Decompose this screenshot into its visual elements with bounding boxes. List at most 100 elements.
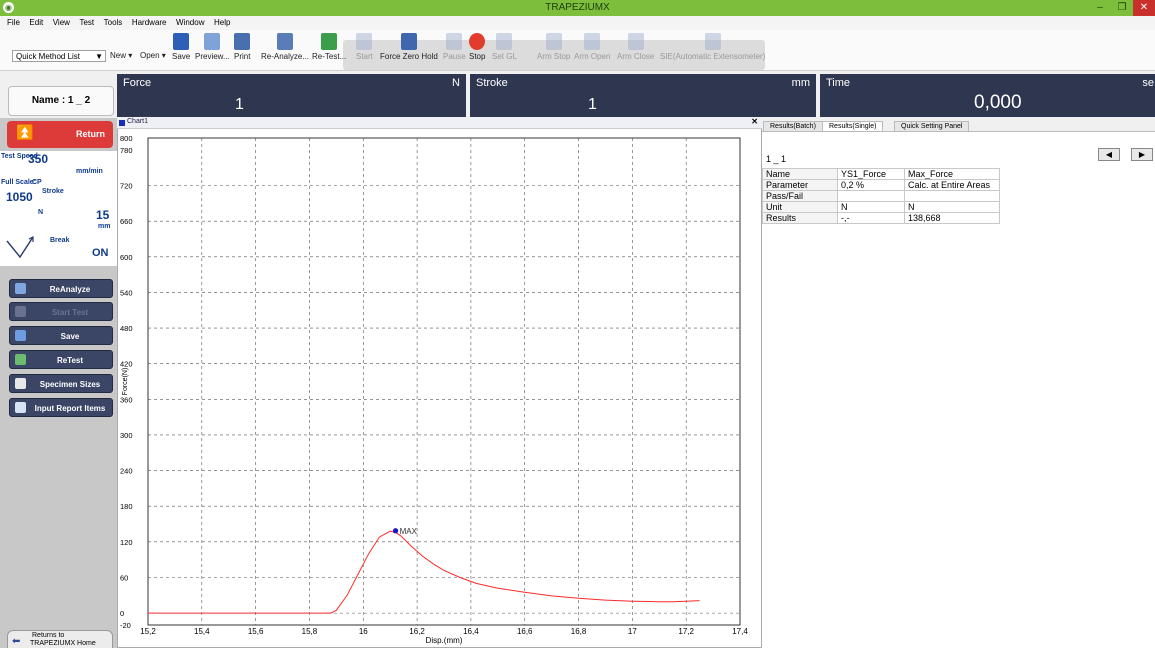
set-gl-button[interactable]: Set GL <box>492 33 517 61</box>
specimen-sizes-button[interactable]: Specimen Sizes <box>9 374 113 393</box>
table-cell[interactable]: -,- <box>837 212 905 224</box>
break-icon <box>6 236 34 259</box>
next-specimen-button[interactable]: ▶ <box>1131 148 1153 161</box>
extensometer-icon <box>704 33 721 50</box>
home-arrow-icon: ⬅ <box>12 636 21 647</box>
y-tick-label: 780 <box>120 146 133 155</box>
y-tick-label: 120 <box>120 538 133 547</box>
menu-help[interactable]: Help <box>214 18 231 27</box>
table-row: Pass/Fail <box>762 190 1000 202</box>
specimen-sizes-icon <box>15 378 26 389</box>
start-test-button[interactable]: Start Test <box>9 302 113 321</box>
table-row: Parameter 0,2 % Calc. at Entire Areas <box>762 179 1000 191</box>
menu-view[interactable]: View <box>52 18 70 27</box>
table-cell[interactable]: 138,668 <box>904 212 1000 224</box>
max-point-label: MAX <box>400 527 418 536</box>
input-report-items-button[interactable]: Input Report Items <box>9 398 113 417</box>
save-icon <box>173 33 190 50</box>
y-tick-label: 420 <box>120 360 133 369</box>
tab-results-single[interactable]: Results(Single) <box>822 121 884 132</box>
chart-window-icon <box>119 120 125 126</box>
arm-close-icon <box>627 33 644 50</box>
specimen-name: Name : 1 _ 2 <box>8 86 114 116</box>
time-meter-unit: se <box>1142 77 1154 89</box>
preview-button[interactable]: Preview... <box>195 33 230 61</box>
pause-icon <box>446 33 463 50</box>
arm-open-button[interactable]: Arm Open <box>574 33 610 61</box>
table-cell[interactable]: YS1_Force <box>837 168 905 180</box>
previous-specimen-button[interactable]: ◀ <box>1098 148 1120 161</box>
x-tick-label: 16,6 <box>517 627 533 636</box>
table-cell[interactable] <box>904 190 1000 202</box>
menu-test[interactable]: Test <box>79 18 95 27</box>
minimize-button[interactable]: – <box>1097 2 1103 13</box>
save-side-button[interactable]: Save <box>9 326 113 345</box>
x-tick-label: 16 <box>359 627 368 636</box>
table-cell[interactable]: Calc. at Entire Areas <box>904 179 1000 191</box>
close-icon[interactable]: ✕ <box>751 117 758 126</box>
arm-stop-button[interactable]: Arm Stop <box>537 33 570 61</box>
stop-icon <box>469 33 486 50</box>
reanalyze-side-button[interactable]: ReAnalyze <box>9 279 113 298</box>
x-tick-label: 16,2 <box>409 627 425 636</box>
home-button[interactable]: ⬅ Returns to TRAPEZIUMX Home <box>7 630 113 648</box>
tab-quick-setting-panel[interactable]: Quick Setting Panel <box>894 121 970 132</box>
save-button[interactable]: Save <box>172 33 190 61</box>
y-tick-label: -20 <box>120 621 131 630</box>
chart-window-title: Chart1 <box>127 118 149 125</box>
maximize-button[interactable]: ❐ <box>1117 2 1127 13</box>
menu-hardware[interactable]: Hardware <box>131 18 167 27</box>
arrow-right-icon: ▶ <box>1138 150 1146 159</box>
arm-close-button[interactable]: Arm Close <box>617 33 654 61</box>
print-button[interactable]: Print <box>234 33 250 61</box>
menu-tools[interactable]: Tools <box>103 18 123 27</box>
x-tick-label: 15,6 <box>248 627 264 636</box>
table-cell[interactable]: N <box>904 201 1000 213</box>
force-meter-unit: N <box>452 77 460 89</box>
y-tick-label: 180 <box>120 502 133 511</box>
reanalyze-button[interactable]: Re-Analyze... <box>261 33 309 61</box>
menu-window[interactable]: Window <box>176 18 205 27</box>
arm-stop-icon <box>545 33 562 50</box>
close-button[interactable]: ✕ <box>1133 0 1155 16</box>
reanalyze-icon <box>15 283 26 294</box>
new-button[interactable]: New ▾ <box>110 51 133 60</box>
x-tick-label: 16,8 <box>571 627 587 636</box>
reanalyze-icon <box>277 33 294 50</box>
pause-button[interactable]: Pause <box>443 33 466 61</box>
test-speed-unit: mm/min <box>76 168 103 175</box>
plot-area <box>147 137 741 626</box>
start-button[interactable]: Start <box>356 33 373 61</box>
table-cell[interactable]: N <box>837 201 905 213</box>
retest-button[interactable]: Re-Test... <box>312 33 346 61</box>
extensometer-button[interactable]: SIE(Automatic Extensometer) <box>660 33 765 61</box>
specimen-id: 1 _ 1 <box>766 154 787 164</box>
x-tick-label: 17 <box>628 627 637 636</box>
stop-button[interactable]: Stop <box>469 33 485 61</box>
quick-method-list-select[interactable]: Quick Method List ▼ <box>12 50 106 62</box>
chevron-down-icon: ▼ <box>95 52 103 61</box>
force-meter: Force N 1 <box>117 74 466 117</box>
full-scale-stroke: Stroke <box>42 188 64 195</box>
y-tick-label: 0 <box>120 609 124 618</box>
stroke-meter: Stroke mm 1 <box>470 74 816 117</box>
force-meter-value: 1 <box>235 96 244 113</box>
return-button[interactable]: ⏫ Return <box>7 121 113 148</box>
x-tick-label: 15,4 <box>194 627 210 636</box>
menu-file[interactable]: File <box>7 18 20 27</box>
table-cell[interactable]: 0,2 % <box>837 179 905 191</box>
force-zero-hold-button[interactable]: Force Zero Hold <box>380 33 438 61</box>
table-cell[interactable]: Max_Force <box>904 168 1000 180</box>
full-scale-unit: N <box>38 209 44 216</box>
open-button[interactable]: Open ▾ <box>140 51 166 60</box>
table-cell: Pass/Fail <box>762 190 838 202</box>
stroke-value: 15 <box>96 208 110 222</box>
table-cell[interactable] <box>837 190 905 202</box>
y-axis-label: Force(N) <box>122 368 129 396</box>
menu-edit[interactable]: Edit <box>29 18 44 27</box>
return-arrow-icon: ⏫ <box>16 124 34 140</box>
retest-side-button[interactable]: ReTest <box>9 350 113 369</box>
trapezium-icon[interactable]: ◉ <box>3 2 14 13</box>
x-tick-label: 17,2 <box>678 627 694 636</box>
force-disp-chart: 15,2 15,4 15,6 15,8 16 16,2 16,4 16,6 16,8 17 17,2… <box>120 134 748 645</box>
